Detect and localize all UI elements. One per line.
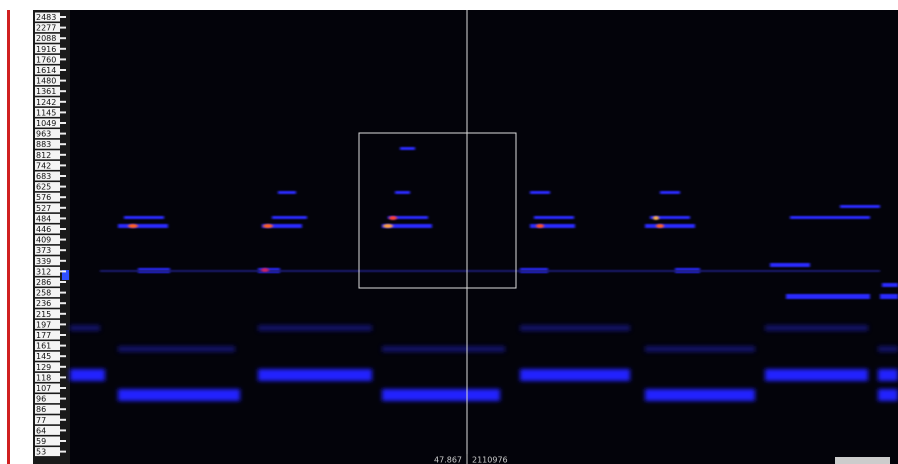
axis-label: 683	[36, 172, 51, 181]
axis-label-box	[35, 394, 60, 404]
axis-label-box	[35, 415, 60, 425]
axis-label-box	[35, 404, 60, 414]
axis-label-box	[35, 266, 60, 276]
axis-label-box	[35, 235, 60, 245]
axis-label-box	[35, 129, 60, 139]
axis-label-box	[35, 224, 60, 234]
axis-label-box	[35, 319, 60, 329]
axis-marker	[62, 270, 69, 280]
axis-label: 2088	[36, 34, 56, 43]
axis-label: 215	[36, 310, 51, 319]
axis-label: 53	[36, 448, 46, 457]
axis-label-box	[35, 341, 60, 351]
axis-label-box	[35, 383, 60, 393]
axis-label: 177	[36, 331, 51, 340]
axis-label: 484	[36, 214, 51, 223]
axis-label-box	[35, 118, 60, 128]
axis-label-box	[35, 23, 60, 33]
axis-label-box	[35, 54, 60, 64]
axis-label: 963	[36, 130, 51, 139]
axis-label: 1361	[36, 87, 56, 96]
axis-label: 1049	[36, 119, 56, 128]
axis-label: 1480	[36, 77, 56, 86]
axis-label: 576	[36, 193, 51, 202]
axis-label-box	[35, 150, 60, 160]
axis-label: 812	[36, 151, 51, 160]
axis-label-box	[35, 245, 60, 255]
axis-label-box	[35, 139, 60, 149]
axis-label-box	[35, 447, 60, 457]
axis-label: 1242	[36, 98, 56, 107]
axis-label: 742	[36, 161, 51, 170]
spectral-energy	[70, 147, 898, 401]
axis-label: 197	[36, 320, 51, 329]
axis-label: 312	[36, 267, 51, 276]
axis-label-box	[35, 97, 60, 107]
axis-label: 2277	[36, 24, 56, 33]
axis-label: 64	[36, 426, 46, 435]
axis-label-box	[35, 33, 60, 43]
status-sample: 2110976	[472, 456, 508, 464]
axis-label: 96	[36, 395, 46, 404]
axis-label-box	[35, 351, 60, 361]
axis-label-box	[35, 107, 60, 117]
axis-label-box	[35, 298, 60, 308]
axis-label-box	[35, 425, 60, 435]
axis-label-box	[35, 288, 60, 298]
axis-label: 129	[36, 363, 51, 372]
axis-label-box	[35, 76, 60, 86]
axis-label: 59	[36, 437, 46, 446]
axis-label: 286	[36, 278, 51, 287]
scroll-widget	[835, 457, 890, 464]
axis-label: 161	[36, 342, 51, 351]
axis-label-box	[35, 256, 60, 266]
axis-label: 409	[36, 236, 51, 245]
axis-label-box	[35, 436, 60, 446]
axis-label: 339	[36, 257, 51, 266]
red-bar	[7, 10, 10, 464]
axis-label-box	[35, 277, 60, 287]
axis-label-box	[35, 44, 60, 54]
axis-label: 77	[36, 416, 46, 425]
axis-label-box	[35, 160, 60, 170]
axis-label: 1614	[36, 66, 56, 75]
axis-label-box	[35, 192, 60, 202]
axis-label: 883	[36, 140, 51, 149]
axis-label-box	[35, 171, 60, 181]
axis-label: 527	[36, 204, 51, 213]
axis-label: 1760	[36, 55, 56, 64]
axis-label-box	[35, 372, 60, 382]
axis-label: 86	[36, 405, 46, 414]
plot-area	[70, 10, 898, 464]
axis-label-box	[35, 213, 60, 223]
axis-label-box	[35, 203, 60, 213]
axis-label-box	[35, 182, 60, 192]
selection-box	[358, 132, 517, 289]
axis-label-box	[35, 309, 60, 319]
axis-label-box	[35, 362, 60, 372]
axis-label: 2483	[36, 13, 56, 22]
axis-label-box	[35, 65, 60, 75]
axis-label: 446	[36, 225, 51, 234]
axis-label: 145	[36, 352, 51, 361]
axis-label-box	[35, 330, 60, 340]
axis-label: 625	[36, 183, 51, 192]
axis-label: 236	[36, 299, 51, 308]
axis-label: 118	[36, 373, 51, 382]
status-time: 47.867	[434, 456, 462, 464]
axis-label: 1145	[36, 108, 56, 117]
axis-label: 258	[36, 289, 51, 298]
axis-label: 1916	[36, 45, 56, 54]
axis-label: 107	[36, 384, 51, 393]
axis-label-box	[35, 86, 60, 96]
axis-label-box	[35, 12, 60, 22]
axis-label: 373	[36, 246, 51, 255]
